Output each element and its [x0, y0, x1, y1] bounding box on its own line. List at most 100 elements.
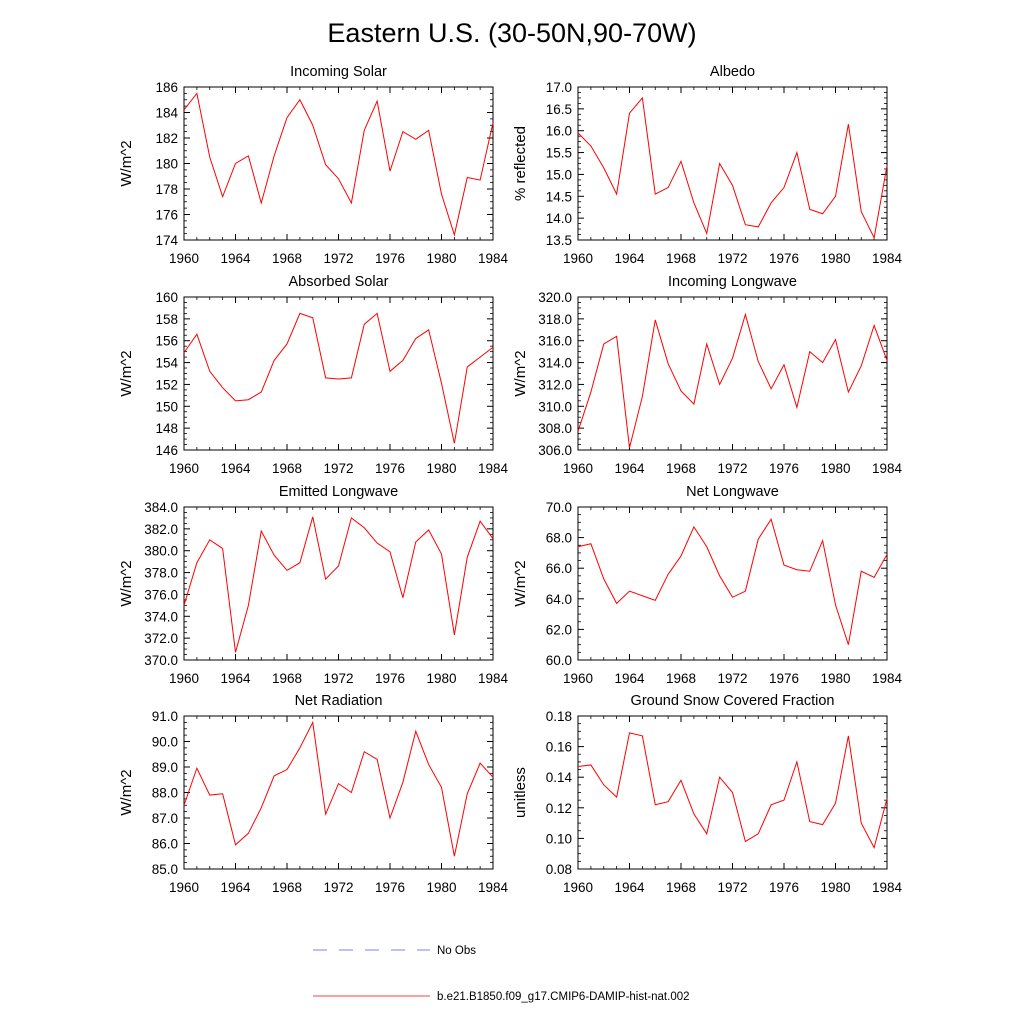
page-title: Eastern U.S. (30-50N,90-70W) [327, 18, 696, 48]
y-tick-label: 16.0 [546, 124, 572, 139]
legend-entry-model: b.e21.B1850.f09_g17.CMIP6-DAMIP-hist-nat… [313, 991, 690, 1003]
y-tick-label: 70.0 [546, 500, 572, 515]
y-tick-label: 88.0 [152, 786, 178, 801]
x-tick-label: 1972 [323, 671, 353, 686]
y-axis-label: W/m^2 [118, 769, 135, 815]
x-tick-label: 1968 [272, 251, 302, 266]
y-tick-label: 370.0 [144, 653, 178, 668]
x-tick-label: 1980 [426, 251, 456, 266]
series-line [183, 720, 494, 857]
plot-frame [183, 86, 494, 241]
x-tick-label: 1960 [169, 461, 199, 476]
y-tick-label: 0.14 [546, 770, 573, 785]
x-tick-label: 1984 [478, 251, 509, 266]
panel-title: Incoming Solar [290, 64, 387, 80]
y-tick-label: 89.0 [152, 760, 178, 775]
series-line [183, 92, 494, 237]
x-tick-label: 1980 [426, 671, 456, 686]
x-tick-label: 1980 [426, 880, 456, 895]
x-tick-label: 1968 [666, 251, 696, 266]
y-tick-label: 62.0 [546, 622, 572, 637]
y-tick-label: 314.0 [538, 356, 572, 371]
legend-label-no-obs: No Obs [437, 945, 476, 957]
y-tick-label: 0.12 [546, 801, 572, 816]
panel-title: Absorbed Solar [289, 274, 389, 290]
y-tick-label: 64.0 [546, 592, 572, 607]
x-tick-label: 1976 [375, 671, 405, 686]
series-line [577, 732, 888, 849]
y-tick-label: 0.18 [546, 709, 572, 724]
panel-title: Ground Snow Covered Fraction [631, 693, 835, 709]
x-tick-label: 1984 [478, 671, 509, 686]
y-tick-label: 15.0 [546, 167, 572, 182]
y-tick-label: 68.0 [546, 531, 572, 546]
x-tick-label: 1976 [375, 251, 405, 266]
y-tick-label: 180 [155, 157, 178, 172]
x-tick-label: 1968 [666, 880, 696, 895]
x-tick-label: 1984 [478, 880, 509, 895]
x-tick-label: 1960 [563, 671, 593, 686]
x-tick-label: 1976 [375, 461, 405, 476]
panel-title: Emitted Longwave [279, 484, 398, 500]
x-tick-label: 1972 [323, 251, 353, 266]
y-tick-label: 174 [155, 233, 178, 248]
x-tick-label: 1960 [169, 880, 199, 895]
y-tick-label: 150 [155, 399, 178, 414]
legend-label-model: b.e21.B1850.f09_g17.CMIP6-DAMIP-hist-nat… [437, 991, 690, 1003]
panel-net-longwave: Net Longwave W/m^2 1960 1964 1968 1972 1976 198… [512, 484, 903, 686]
x-tick-label: 1980 [426, 461, 456, 476]
x-tick-label: 1972 [717, 461, 747, 476]
panel-albedo: Albedo % reflected 1960 1964 1968 1972 1976 198… [512, 64, 903, 266]
y-axis-label: W/m^2 [118, 560, 135, 606]
panels: Incoming Solar W/m^2 1960 1964 1968 1972 1976 1… [118, 64, 903, 895]
x-tick-label: 1972 [323, 880, 353, 895]
y-tick-label: 91.0 [152, 709, 178, 724]
series-line [577, 312, 888, 448]
x-tick-label: 1976 [769, 880, 799, 895]
y-tick-label: 152 [155, 377, 178, 392]
x-tick-label: 1976 [769, 251, 799, 266]
y-tick-label: 308.0 [538, 421, 572, 436]
y-tick-label: 158 [155, 312, 178, 327]
y-axis-label: unitless [512, 767, 529, 818]
y-tick-label: 320.0 [538, 290, 572, 305]
x-tick-label: 1964 [220, 251, 251, 266]
y-tick-label: 312.0 [538, 377, 572, 392]
panel-ground-snow-covered-fraction: Ground Snow Covered Fraction unitless 1960… [512, 693, 903, 895]
series-line [183, 516, 494, 653]
panel-title: Net Radiation [295, 693, 383, 709]
y-axis-label: W/m^2 [512, 350, 529, 396]
y-tick-label: 16.5 [546, 102, 572, 117]
y-tick-label: 380.0 [144, 544, 178, 559]
y-tick-label: 60.0 [546, 653, 572, 668]
x-tick-label: 1980 [820, 461, 850, 476]
x-tick-label: 1976 [769, 671, 799, 686]
plot-frame [577, 506, 888, 661]
series-line [183, 312, 494, 444]
y-tick-label: 160 [155, 290, 178, 305]
y-tick-label: 310.0 [538, 399, 572, 414]
series-line [577, 518, 888, 645]
y-tick-label: 0.08 [546, 862, 572, 877]
y-tick-label: 15.5 [546, 146, 572, 161]
x-tick-label: 1964 [220, 461, 251, 476]
y-axis-label: W/m^2 [118, 350, 135, 396]
x-tick-label: 1976 [769, 461, 799, 476]
panel-title: Net Longwave [686, 484, 779, 500]
y-tick-label: 87.0 [152, 811, 178, 826]
plot-frame [577, 296, 888, 451]
panel-title: Incoming Longwave [668, 274, 797, 290]
y-tick-label: 146 [155, 443, 178, 458]
x-tick-label: 1980 [820, 251, 850, 266]
x-tick-label: 1964 [614, 671, 645, 686]
x-tick-label: 1984 [872, 251, 903, 266]
y-tick-label: 382.0 [144, 522, 178, 537]
x-tick-label: 1984 [478, 461, 509, 476]
plot-frame [577, 86, 888, 241]
y-axis-label: W/m^2 [512, 560, 529, 606]
x-tick-label: 1968 [272, 461, 302, 476]
x-tick-label: 1972 [323, 461, 353, 476]
y-tick-label: 178 [155, 182, 178, 197]
y-tick-label: 85.0 [152, 862, 178, 877]
y-tick-label: 0.10 [546, 831, 572, 846]
